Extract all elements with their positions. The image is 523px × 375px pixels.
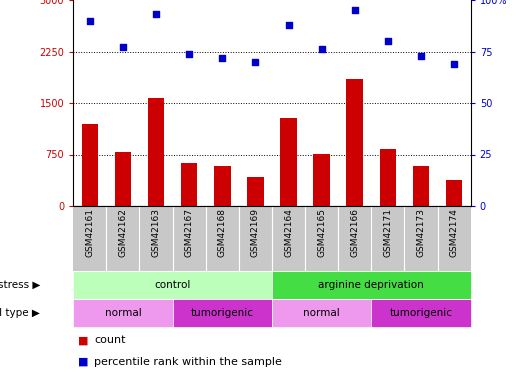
Point <box>350 7 359 13</box>
Text: normal: normal <box>105 308 141 318</box>
Bar <box>380 149 396 206</box>
Text: stress ▶: stress ▶ <box>0 280 40 290</box>
Point <box>218 55 226 61</box>
Point <box>185 51 194 57</box>
Bar <box>115 153 131 206</box>
Text: control: control <box>154 280 191 290</box>
Point <box>450 61 458 67</box>
Text: GSM42173: GSM42173 <box>416 208 426 257</box>
Text: GSM42162: GSM42162 <box>118 208 128 257</box>
Bar <box>272 299 371 327</box>
Bar <box>214 166 231 206</box>
Bar <box>446 180 462 206</box>
Text: ■: ■ <box>78 336 89 345</box>
Text: GSM42165: GSM42165 <box>317 208 326 257</box>
Point <box>317 46 326 53</box>
Point <box>86 18 94 24</box>
Bar <box>173 299 272 327</box>
Bar <box>346 79 363 206</box>
Bar <box>371 299 471 327</box>
Point <box>152 11 160 17</box>
Text: count: count <box>94 336 126 345</box>
Bar <box>313 154 330 206</box>
Bar <box>413 166 429 206</box>
Bar <box>73 299 173 327</box>
Point <box>384 38 392 44</box>
Bar <box>181 164 197 206</box>
Bar <box>73 271 272 299</box>
Text: tumorigenic: tumorigenic <box>390 308 452 318</box>
Bar <box>82 124 98 206</box>
Text: GSM42171: GSM42171 <box>383 208 392 257</box>
Point <box>417 53 425 58</box>
Text: GSM42163: GSM42163 <box>152 208 161 257</box>
Text: GSM42167: GSM42167 <box>185 208 194 257</box>
Text: GSM42174: GSM42174 <box>450 208 459 257</box>
Point <box>251 59 259 65</box>
Text: arginine deprivation: arginine deprivation <box>319 280 424 290</box>
Point <box>119 44 127 50</box>
Point <box>285 22 293 28</box>
Bar <box>272 271 471 299</box>
Text: GSM42161: GSM42161 <box>85 208 94 257</box>
Text: GSM42169: GSM42169 <box>251 208 260 257</box>
Bar <box>147 98 164 206</box>
Text: tumorigenic: tumorigenic <box>191 308 254 318</box>
Text: cell type ▶: cell type ▶ <box>0 308 40 318</box>
Text: percentile rank within the sample: percentile rank within the sample <box>94 357 282 366</box>
Bar <box>247 177 264 206</box>
Bar <box>280 118 297 206</box>
Text: GSM42164: GSM42164 <box>284 208 293 257</box>
Text: GSM42166: GSM42166 <box>350 208 359 257</box>
Text: GSM42168: GSM42168 <box>218 208 227 257</box>
Text: ■: ■ <box>78 357 89 366</box>
Text: normal: normal <box>303 308 340 318</box>
